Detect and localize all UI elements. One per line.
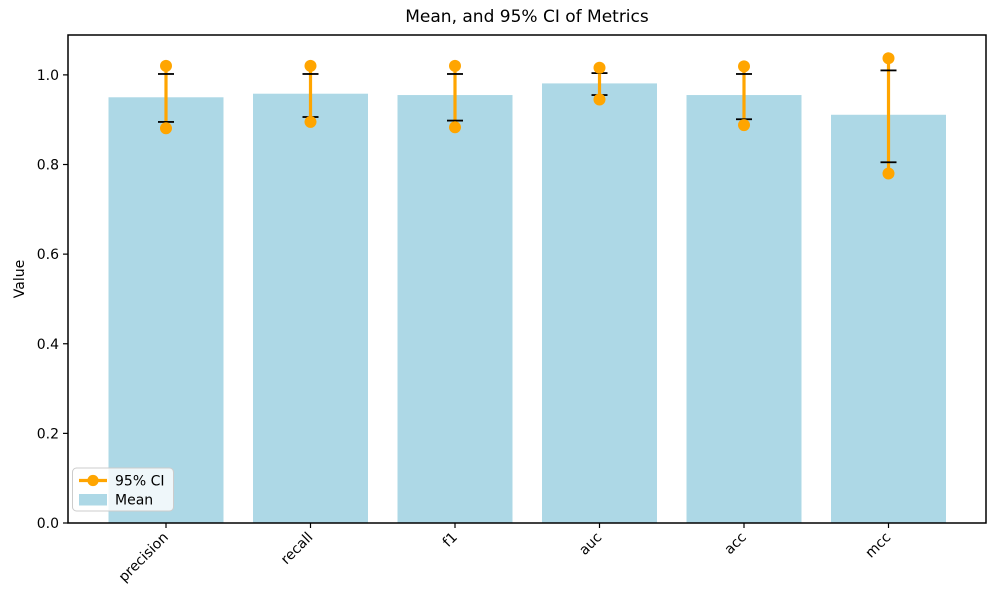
- ci-dot-low-f1: [449, 121, 461, 134]
- ci-dot-low-precision: [160, 122, 172, 135]
- axes-frame: [67, 34, 987, 524]
- bar-f1: [397, 95, 513, 523]
- bar-auc: [542, 83, 657, 523]
- ci-dot-high-auc: [593, 61, 606, 74]
- ci-dot-high-recall: [304, 59, 317, 72]
- ci-dot-low-mcc: [882, 167, 895, 180]
- x-tick-label-recall: recall: [278, 530, 316, 568]
- ci-dot-high-acc: [738, 60, 750, 73]
- bar-mcc: [831, 114, 946, 523]
- ci-dot-low-recall: [304, 115, 317, 128]
- legend-label-ci: 95% CI: [115, 474, 164, 490]
- y-tick-label-0.4: 0.4: [37, 337, 59, 353]
- x-tick-label-acc: acc: [722, 530, 750, 558]
- ci-dot-high-f1: [449, 59, 461, 72]
- ci-dot-low-auc: [593, 93, 606, 106]
- legend: 95% CI Mean: [72, 467, 174, 512]
- y-tick-label-0.8: 0.8: [37, 158, 59, 174]
- x-tick-label-mcc: mcc: [862, 530, 894, 562]
- chart-title: Mean, and 95% CI of Metrics: [405, 7, 649, 27]
- legend-label-mean: Mean: [115, 493, 153, 509]
- y-tick-label-0.0: 0.0: [37, 516, 59, 532]
- axes-area: precision recall f1 auc acc mcc 0.0 0.2 0.4 0.6 0.…: [37, 34, 987, 586]
- ci-dot-high-mcc: [882, 52, 895, 65]
- x-tick-label-auc: auc: [576, 530, 605, 559]
- ci-dot-low-acc: [738, 119, 750, 132]
- y-tick-label-1.0: 1.0: [37, 68, 59, 84]
- y-tick-label-0.2: 0.2: [37, 426, 59, 442]
- bar-precision: [108, 97, 224, 524]
- y-tick-label-0.6: 0.6: [37, 247, 59, 263]
- ci-dot-high-precision: [160, 59, 172, 72]
- legend-ci-dot-icon: [87, 474, 99, 487]
- legend-mean-swatch-icon: [79, 494, 107, 506]
- y-axis-label: Value: [12, 260, 28, 298]
- bar-acc: [686, 95, 802, 523]
- x-tick-label-f1: f1: [440, 530, 461, 551]
- bar-recall: [253, 93, 368, 523]
- x-tick-label-precision: precision: [116, 530, 172, 586]
